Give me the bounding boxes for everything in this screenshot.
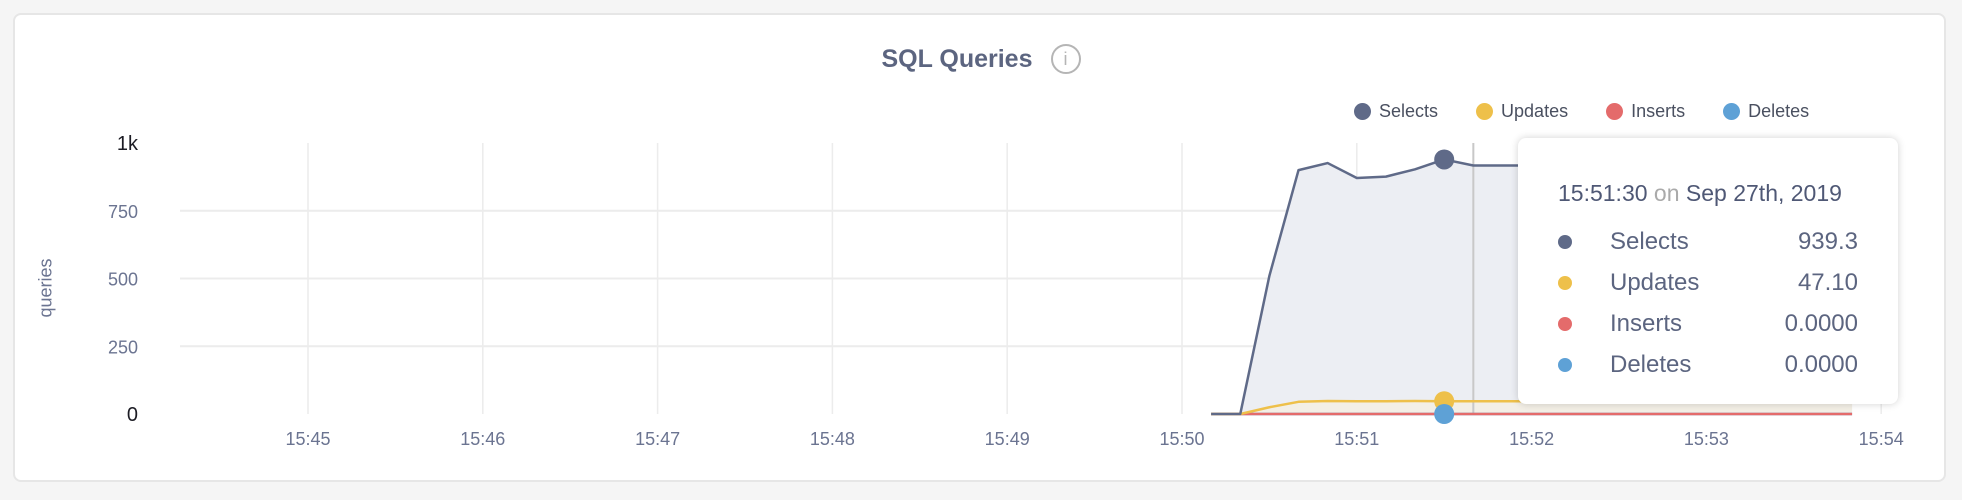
tooltip-date: Sep 27th, 2019 — [1685, 180, 1842, 206]
x-tick-label: 15:45 — [285, 429, 330, 449]
chart-title-row: SQL Queries i — [0, 44, 1962, 75]
selects-dot-icon — [1354, 103, 1371, 120]
tooltip-time: 15:51:30 — [1558, 180, 1648, 206]
legend-label: Selects — [1379, 101, 1439, 121]
x-tick-label: 15:50 — [1159, 429, 1204, 449]
tooltip-series-name: Updates — [1610, 268, 1700, 296]
y-tick-label: 1k — [117, 133, 139, 155]
selects-highlight-point — [1434, 149, 1455, 170]
tooltip-series-name: Selects — [1610, 227, 1689, 255]
tooltip-series-value: 0.0000 — [1784, 309, 1858, 337]
updates-dot-icon — [1558, 275, 1572, 290]
tooltip-row-inserts: Inserts 0.0000 — [1558, 303, 1858, 344]
chart-title: SQL Queries — [881, 44, 1033, 73]
legend-label: Inserts — [1631, 101, 1686, 121]
x-tick-label: 15:49 — [985, 429, 1030, 449]
tooltip-row-selects: Selects 939.3 — [1558, 221, 1858, 262]
x-tick-label: 15:54 — [1859, 429, 1904, 449]
updates-area — [1211, 400, 1853, 414]
tooltip-series-value: 47.10 — [1797, 268, 1858, 296]
inserts-dot-icon — [1606, 103, 1624, 120]
y-tick-label: 0 — [127, 404, 138, 426]
tooltip-row-deletes: Deletes 0.0000 — [1558, 344, 1858, 385]
x-tick-label: 15:52 — [1509, 429, 1554, 449]
legend-item-deletes[interactable]: Deletes — [1723, 101, 1809, 122]
x-tick-label: 15:46 — [460, 429, 505, 449]
deletes-highlight-point — [1434, 404, 1455, 424]
y-tick-label: 250 — [108, 337, 138, 357]
x-tick-label: 15:47 — [635, 429, 680, 449]
tooltip-series-value: 939.3 — [1797, 227, 1858, 255]
tooltip-series-name: Inserts — [1610, 309, 1683, 337]
deletes-dot-icon — [1723, 103, 1741, 120]
legend-label: Deletes — [1748, 101, 1810, 121]
selects-dot-icon — [1558, 234, 1572, 249]
legend-item-selects[interactable]: Selects — [1354, 101, 1438, 122]
legend-item-inserts[interactable]: Inserts — [1606, 101, 1685, 122]
x-tick-label: 15:53 — [1684, 429, 1729, 449]
tooltip-on: on — [1653, 180, 1680, 206]
tooltip-series-name: Deletes — [1610, 350, 1692, 378]
legend-label: Updates — [1501, 101, 1569, 121]
tooltip: 15:51:30 on Sep 27th, 2019 Selects 939.3 … — [1518, 138, 1898, 404]
x-tick-label: 15:51 — [1334, 429, 1379, 449]
deletes-dot-icon — [1558, 357, 1572, 372]
tooltip-header: 15:51:30 on Sep 27th, 2019 — [1558, 180, 1858, 207]
info-circle-icon[interactable]: i — [1050, 44, 1081, 75]
tooltip-series-value: 0.0000 — [1784, 350, 1858, 378]
y-tick-label: 500 — [108, 270, 138, 290]
y-tick-label: 750 — [108, 202, 138, 222]
tooltip-row-updates: Updates 47.10 — [1558, 262, 1858, 303]
legend: Selects Updates Inserts Deletes — [1354, 101, 1847, 122]
legend-item-updates[interactable]: Updates — [1476, 101, 1568, 122]
inserts-dot-icon — [1558, 316, 1572, 331]
x-tick-label: 15:48 — [810, 429, 855, 449]
updates-dot-icon — [1476, 103, 1494, 120]
